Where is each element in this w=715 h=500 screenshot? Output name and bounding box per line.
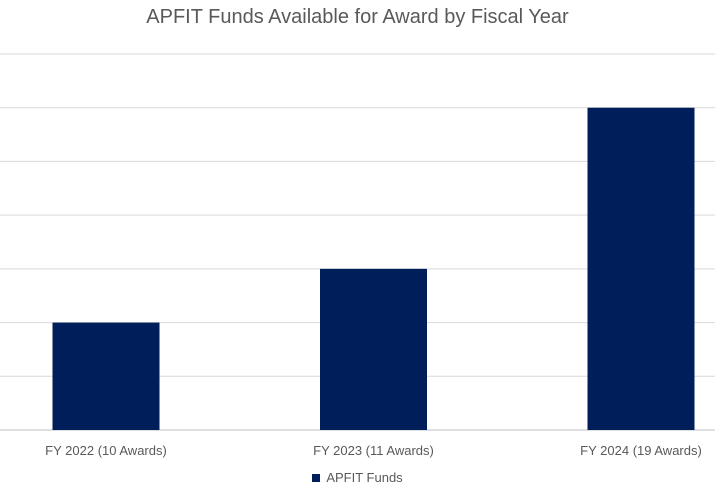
bar-3 [587,107,695,430]
legend-label: APFIT Funds [326,470,403,485]
x-tick-label: FY 2023 (11 Awards) [313,443,434,458]
legend-swatch [312,473,321,482]
x-tick-label: FY 2022 (10 Awards) [45,443,167,458]
bar-1 [52,322,160,430]
chart-legend: APFIT Funds [0,470,715,485]
chart-title: APFIT Funds Available for Award by Fisca… [146,6,569,28]
bar-2 [320,268,427,430]
x-tick-label: FY 2024 (19 Awards) [580,443,702,458]
